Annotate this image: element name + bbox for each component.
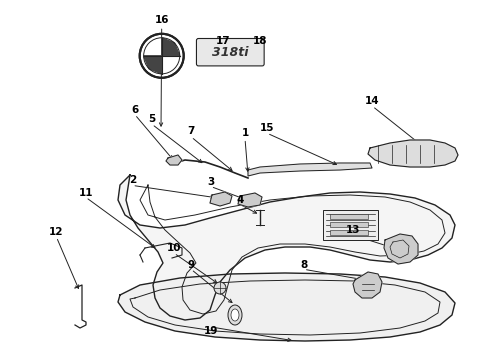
- Polygon shape: [248, 163, 372, 176]
- Polygon shape: [166, 155, 182, 165]
- Polygon shape: [118, 273, 455, 341]
- Text: 8: 8: [300, 260, 307, 270]
- Text: 4: 4: [236, 195, 244, 205]
- Text: 5: 5: [148, 114, 155, 124]
- Text: 13: 13: [345, 225, 360, 235]
- Polygon shape: [118, 175, 455, 320]
- Bar: [322, 210, 377, 240]
- Text: 7: 7: [187, 126, 195, 136]
- Ellipse shape: [231, 309, 239, 321]
- Bar: [330, 230, 368, 235]
- Text: 15: 15: [260, 123, 274, 133]
- Text: 11: 11: [78, 188, 93, 198]
- Text: 14: 14: [365, 96, 380, 106]
- Circle shape: [144, 38, 180, 74]
- Bar: [330, 214, 368, 219]
- Bar: [330, 222, 368, 227]
- Ellipse shape: [228, 305, 242, 325]
- FancyBboxPatch shape: [196, 39, 264, 66]
- Polygon shape: [210, 192, 232, 206]
- Text: 318ti: 318ti: [212, 46, 248, 59]
- Polygon shape: [238, 193, 262, 207]
- Polygon shape: [162, 38, 180, 56]
- Polygon shape: [144, 56, 162, 74]
- Text: 19: 19: [203, 326, 218, 336]
- Text: 6: 6: [131, 105, 138, 115]
- Polygon shape: [384, 234, 418, 264]
- Text: 18: 18: [252, 36, 267, 46]
- Text: 2: 2: [129, 175, 136, 185]
- Text: 17: 17: [216, 36, 230, 46]
- Text: 12: 12: [49, 227, 64, 237]
- Text: 10: 10: [167, 243, 181, 253]
- Circle shape: [214, 282, 226, 294]
- Text: 3: 3: [207, 177, 214, 187]
- Polygon shape: [353, 272, 382, 298]
- Text: 1: 1: [242, 128, 248, 138]
- Text: 9: 9: [188, 260, 195, 270]
- Text: 16: 16: [154, 15, 169, 25]
- Polygon shape: [368, 140, 458, 167]
